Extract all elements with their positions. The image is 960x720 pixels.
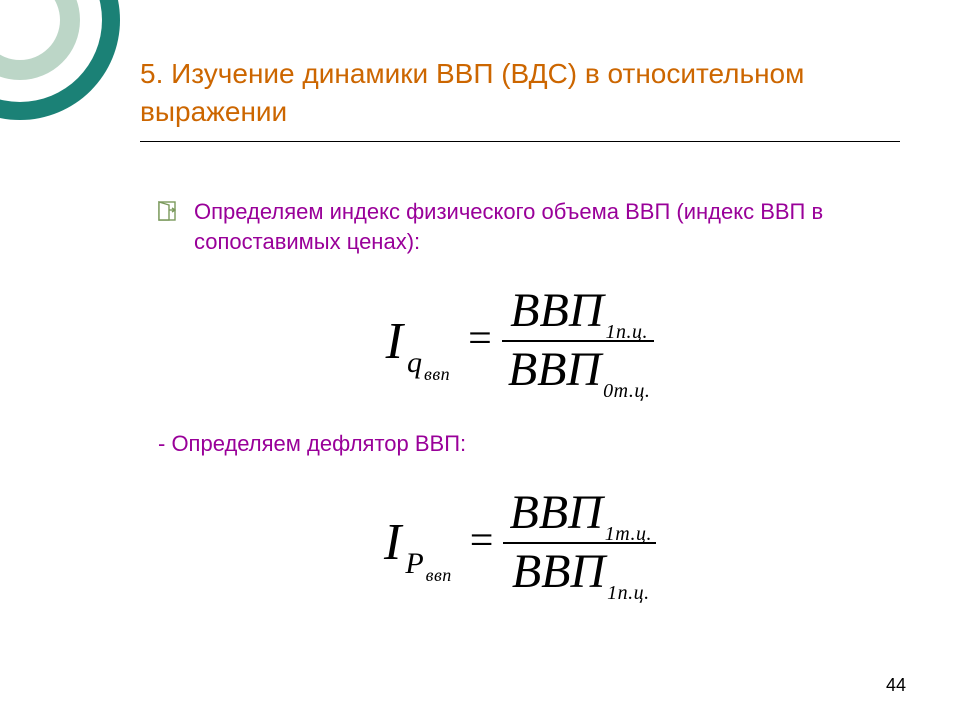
f2-lhs-sub2: ввп <box>426 565 452 586</box>
equals-sign: = <box>468 315 492 363</box>
bullet-1-text: Определяем индекс физического объема ВВП… <box>194 197 900 259</box>
bullet-2-text: - Определяем дефлятор ВВП: <box>158 429 900 460</box>
slide-title: 5. Изучение динамики ВВП (ВДС) в относит… <box>140 55 900 142</box>
f2-den-sub: 1п.ц. <box>607 582 650 605</box>
f1-lhs-sub2: ввп <box>424 364 450 385</box>
f1-den-main: ВВП <box>508 342 601 397</box>
bullet-item-1: Определяем индекс физического объема ВВП… <box>158 197 900 259</box>
f1-num-main: ВВП <box>510 283 603 338</box>
f2-lhs-sub1: P <box>405 547 423 581</box>
corner-decoration <box>0 0 120 120</box>
equals-sign: = <box>470 517 494 565</box>
f2-num-main: ВВП <box>509 485 602 540</box>
formula-1: I q ввп = ВВП 1п.ц. ВВП 0т.ц. <box>140 283 900 399</box>
f1-lhs-sub1: q <box>407 346 422 380</box>
f2-den-main: ВВП <box>512 544 605 599</box>
f2-num-sub: 1т.ц. <box>605 523 652 546</box>
slide-content: 5. Изучение динамики ВВП (ВДС) в относит… <box>140 55 900 621</box>
f1-den-sub: 0т.ц. <box>603 380 650 403</box>
f2-lhs-main: I <box>384 513 401 572</box>
f1-lhs-main: I <box>386 312 403 371</box>
door-icon <box>158 201 176 226</box>
page-number: 44 <box>886 675 906 696</box>
f1-num-sub: 1п.ц. <box>605 321 648 344</box>
formula-2: I P ввп = ВВП 1т.ц. ВВП 1п.ц. <box>140 485 900 601</box>
